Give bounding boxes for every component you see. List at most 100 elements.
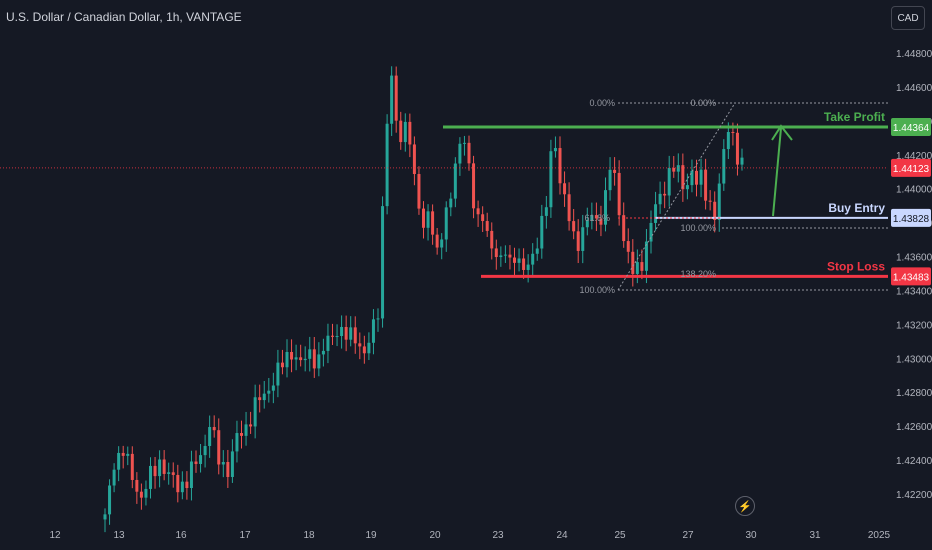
candle-body <box>267 390 271 394</box>
candle-body <box>149 465 152 489</box>
y-tick-label: 1.43000 <box>896 354 932 365</box>
candle-body <box>376 318 380 320</box>
candle-body <box>408 121 412 145</box>
x-tick-label: 13 <box>113 530 125 541</box>
candle-body <box>194 461 198 464</box>
candle-body <box>485 221 489 231</box>
y-tick-label: 1.44800 <box>896 49 932 60</box>
candle-body <box>685 185 689 190</box>
x-tick-label: 16 <box>175 530 187 541</box>
candle-body <box>481 214 485 222</box>
arrow-shaft <box>772 127 782 217</box>
y-tick-label: 1.42600 <box>896 422 932 433</box>
candle-body <box>426 211 430 228</box>
candle-body <box>640 262 644 271</box>
candle-body <box>572 221 576 232</box>
x-tick-label: 19 <box>365 530 377 541</box>
candle-body <box>199 455 203 464</box>
candle-body <box>453 163 457 199</box>
candle-body <box>553 148 557 152</box>
candle-body <box>449 198 453 208</box>
candle-body <box>467 142 471 164</box>
candle-body <box>526 264 530 270</box>
bolt-icon[interactable]: ⚡ <box>735 496 755 516</box>
target-arrow <box>771 124 793 217</box>
candle-body <box>331 335 334 337</box>
arrow-head <box>771 124 793 141</box>
x-tick-label: 31 <box>809 530 821 541</box>
candle-body <box>622 215 626 242</box>
candle-body <box>499 255 503 258</box>
candle-body <box>271 385 275 391</box>
x-tick-label: 20 <box>429 530 441 541</box>
candle-body <box>531 253 535 265</box>
candle-body <box>490 230 494 249</box>
candle-body <box>717 183 721 220</box>
candle-body <box>503 254 507 256</box>
candle-body <box>513 257 516 263</box>
x-tick-label: 12 <box>49 530 61 541</box>
candle-body <box>358 343 362 347</box>
candle-body <box>253 397 257 427</box>
candle-body <box>312 349 316 369</box>
candle-body <box>599 218 603 225</box>
currency-button[interactable]: CAD <box>891 6 925 30</box>
candle-body <box>249 424 253 427</box>
candle-body <box>558 148 562 184</box>
candle-body <box>235 433 239 452</box>
x-tick-label: 24 <box>556 530 568 541</box>
candle-body <box>681 165 685 190</box>
candle-body <box>412 144 416 175</box>
candle-body <box>654 204 658 223</box>
candle-body <box>663 193 667 196</box>
level-label: Stop Loss <box>827 259 885 273</box>
candle-body <box>285 352 289 368</box>
candle-body <box>240 433 243 436</box>
y-tick-label: 1.44000 <box>896 185 932 196</box>
candle-body <box>422 208 425 228</box>
price-tag-label: 1.44364 <box>893 123 930 134</box>
candle-body <box>476 208 480 215</box>
price-tag <box>891 208 931 227</box>
candle-body <box>126 453 130 456</box>
y-tick-label: 1.43600 <box>896 253 932 264</box>
candle-body <box>535 248 539 254</box>
symbol-title: U.S. Dollar / Canadian Dollar, 1h, VANTA… <box>6 10 242 24</box>
x-tick-label: 27 <box>682 530 694 541</box>
candle-body <box>180 481 184 493</box>
x-tick-label: 25 <box>614 530 626 541</box>
candle-body <box>667 167 671 196</box>
candle-body <box>740 157 744 165</box>
candle-body <box>208 427 212 446</box>
x-tick-label: 2025 <box>868 530 891 541</box>
candle-body <box>613 169 617 173</box>
candle-body <box>635 262 639 274</box>
candle-body <box>567 194 571 222</box>
candle-body <box>308 349 312 359</box>
candle-body <box>590 215 594 221</box>
candle-body <box>276 362 280 386</box>
candle-body <box>203 445 207 456</box>
fib-label: 100.00% <box>680 223 716 233</box>
candle-body <box>494 248 498 258</box>
candle-body <box>390 75 394 124</box>
x-tick-label: 18 <box>303 530 315 541</box>
candle-body <box>117 452 121 470</box>
candle-body <box>280 362 284 368</box>
candle-body <box>353 327 357 344</box>
candle-body <box>704 169 708 201</box>
candle-body <box>576 231 580 251</box>
candle-body <box>335 336 339 338</box>
candle-body <box>299 357 303 361</box>
candle-body <box>658 193 662 205</box>
candle-body <box>731 132 735 134</box>
candle-body <box>362 346 366 354</box>
y-tick-label: 1.42800 <box>896 388 932 399</box>
y-tick-label: 1.43400 <box>896 286 932 297</box>
candle-body <box>581 227 585 251</box>
candle-body <box>176 474 180 493</box>
fib-label: 100.00% <box>579 285 615 295</box>
candle-body <box>344 326 348 340</box>
